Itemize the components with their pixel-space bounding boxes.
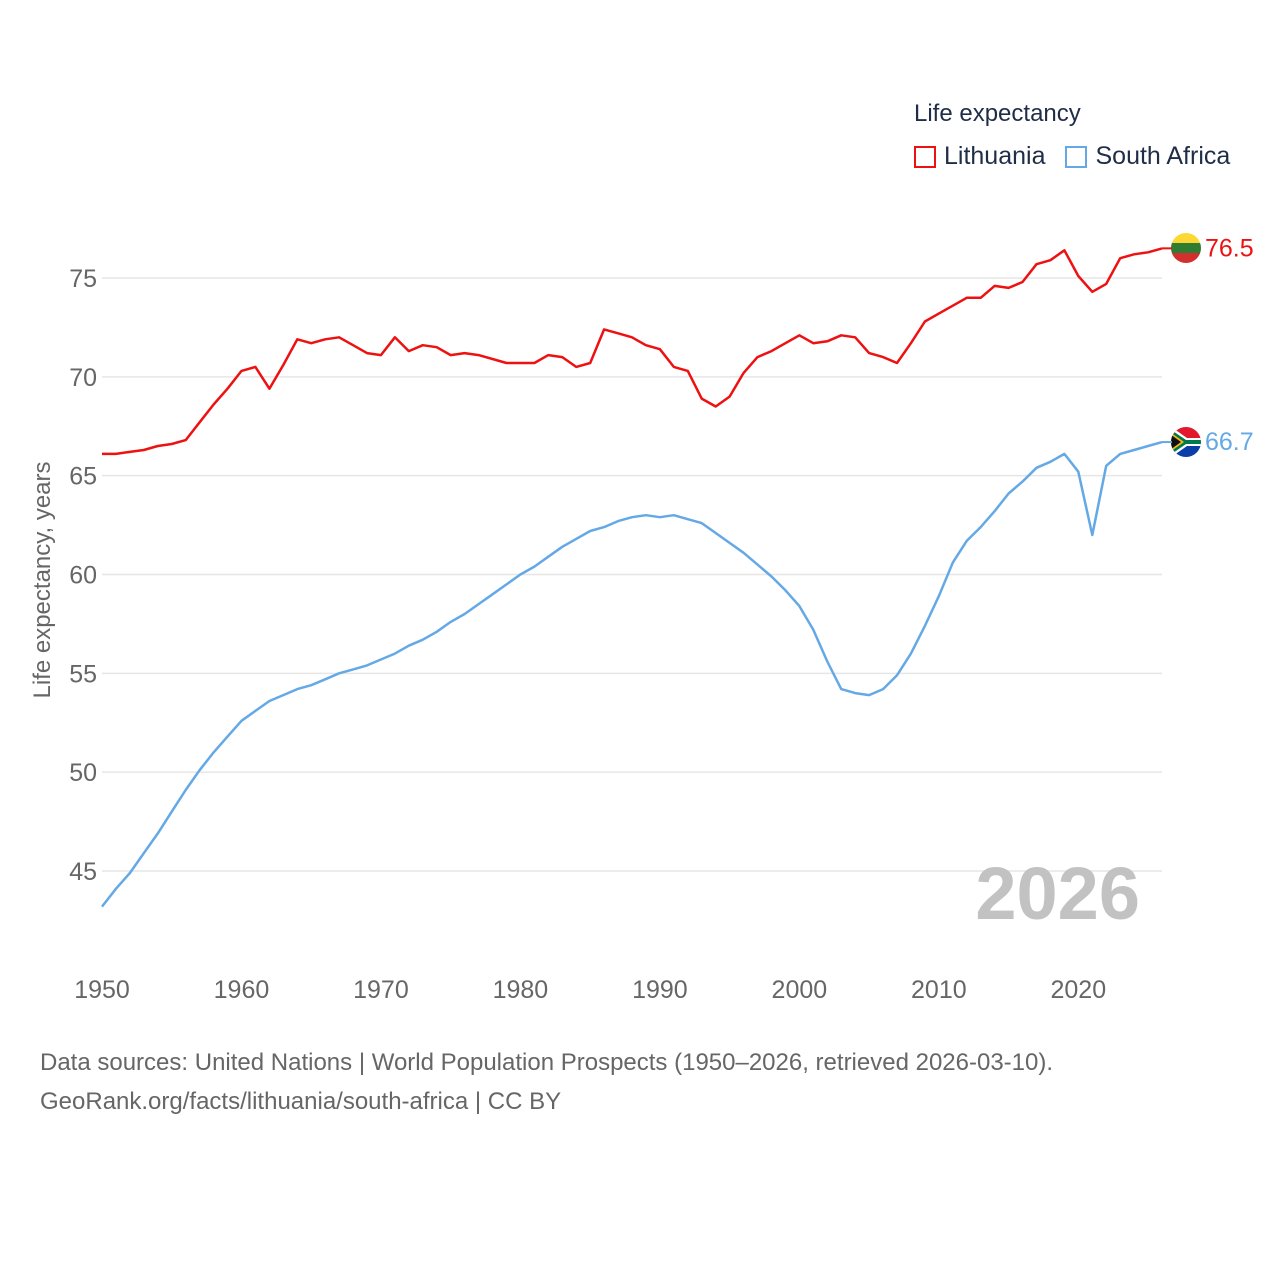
x-tick-label: 2020 bbox=[1051, 976, 1107, 1004]
y-axis-ticks: 45 50 55 60 65 70 75 bbox=[69, 265, 97, 886]
y-tick-label: 60 bbox=[69, 562, 97, 590]
south-africa-flag-icon bbox=[1171, 427, 1201, 457]
end-label-lithuania: 76.5 bbox=[1205, 234, 1254, 262]
x-tick-label: 1950 bbox=[74, 976, 130, 1004]
x-tick-label: 1970 bbox=[353, 976, 409, 1004]
series-line-lithuania[interactable] bbox=[102, 247, 1163, 456]
y-tick-label: 55 bbox=[69, 660, 97, 688]
legend-item-lithuania[interactable]: Lithuania bbox=[914, 142, 1045, 171]
lithuania-flag-icon bbox=[1171, 233, 1201, 263]
data-sources-text: Data sources: United Nations | World Pop… bbox=[40, 1049, 1054, 1076]
x-tick-label: 2010 bbox=[911, 976, 967, 1004]
year-watermark: 2026 bbox=[975, 852, 1140, 935]
x-tick-label: 1990 bbox=[632, 976, 688, 1004]
attribution-link[interactable]: GeoRank.org/facts/lithuania/south-africa… bbox=[40, 1088, 562, 1115]
y-tick-label: 75 bbox=[69, 265, 97, 293]
series-lines bbox=[101, 247, 1163, 908]
y-tick-label: 65 bbox=[69, 463, 97, 491]
x-tick-label: 1960 bbox=[214, 976, 270, 1004]
y-tick-label: 50 bbox=[69, 759, 97, 787]
legend-swatch-lithuania bbox=[914, 145, 936, 168]
y-tick-label: 45 bbox=[69, 858, 97, 886]
y-axis-label: Life expectancy, years bbox=[29, 461, 56, 698]
legend-title: Life expectancy bbox=[914, 100, 1081, 127]
legend-item-south-africa[interactable]: South Africa bbox=[1065, 142, 1230, 171]
legend-swatch-south-africa bbox=[1065, 145, 1088, 168]
footer: Data sources: United Nations | World Pop… bbox=[40, 1043, 1053, 1121]
x-tick-label: 1980 bbox=[493, 976, 549, 1004]
end-label-south-africa: 66.7 bbox=[1205, 428, 1254, 456]
x-axis-ticks: 1950 1960 1970 1980 1990 2000 2010 2020 bbox=[74, 976, 1106, 1004]
legend: Lithuania South Africa bbox=[914, 142, 1250, 171]
y-tick-label: 70 bbox=[69, 364, 97, 392]
end-labels: 76.5 66.7 bbox=[1162, 234, 1254, 456]
legend-label-south-africa: South Africa bbox=[1095, 142, 1231, 170]
gridlines bbox=[102, 277, 1162, 872]
x-tick-label: 2000 bbox=[772, 976, 828, 1004]
legend-label-lithuania: Lithuania bbox=[944, 142, 1046, 170]
series-line-south-africa[interactable] bbox=[101, 440, 1163, 908]
